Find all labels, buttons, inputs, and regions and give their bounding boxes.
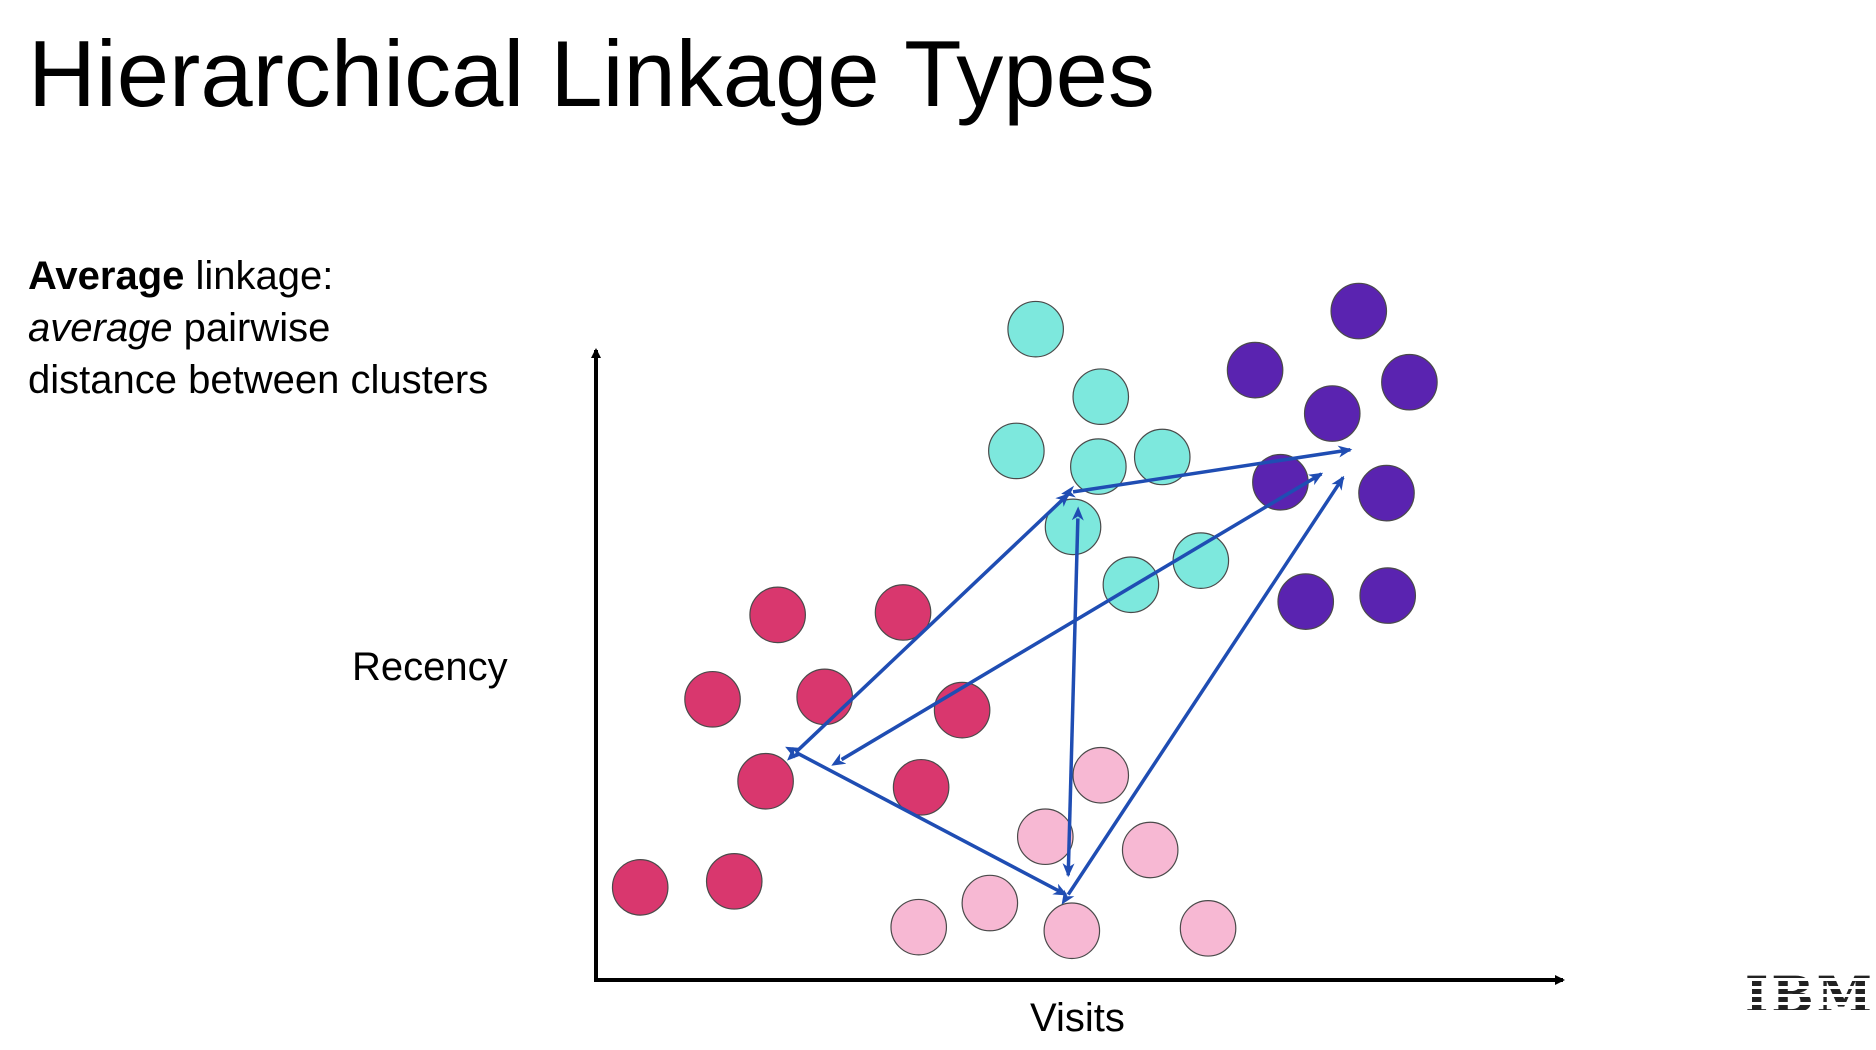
cluster-purple-point — [1359, 567, 1417, 624]
cluster-red-point — [684, 670, 741, 728]
description-italic-term: average — [28, 306, 173, 350]
linkage-arrow — [787, 492, 1070, 761]
linkage-description: Average linkage: average pairwise distan… — [28, 250, 488, 406]
cluster-pink-point — [1179, 900, 1237, 957]
cluster-red-point — [611, 859, 669, 916]
cluster-pink-point — [890, 898, 948, 956]
cluster-cyan-point — [1102, 556, 1160, 614]
cluster-red-point — [933, 681, 991, 739]
cluster-pink-point — [1043, 902, 1101, 960]
description-line-3: distance between clusters — [28, 358, 489, 402]
cluster-red-point — [705, 853, 763, 910]
cluster-purple-point — [1330, 282, 1388, 340]
slide-title: Hierarchical Linkage Types — [28, 21, 1155, 126]
cluster-purple-point — [1277, 573, 1335, 630]
description-line-1: Average linkage: — [28, 250, 488, 302]
cluster-pink-point — [1121, 821, 1179, 879]
cluster-cyan-point — [1007, 300, 1064, 358]
linkage-arrow — [1062, 506, 1084, 878]
description-line-1-rest: linkage: — [184, 254, 334, 298]
x-axis-label: Visits — [1030, 996, 1125, 1040]
cluster-purple-point — [1358, 464, 1415, 522]
cluster-pink-point — [961, 874, 1019, 932]
cluster-cyan-point — [1072, 368, 1130, 425]
cluster-red-point — [749, 586, 806, 644]
description-bold-term: Average — [28, 254, 185, 298]
description-line-2-rest: pairwise — [172, 306, 331, 350]
description-line-2: average pairwise — [28, 302, 488, 354]
cluster-red-point — [737, 752, 794, 810]
y-axis-label: Recency — [352, 645, 508, 689]
cluster-purple-point — [1303, 385, 1361, 442]
cluster-points — [611, 282, 1438, 960]
cluster-red-point — [796, 668, 853, 726]
ibm-logo: IBM — [1745, 965, 1875, 1024]
linkage-arrow — [1061, 475, 1345, 905]
cluster-purple-point — [1381, 353, 1438, 411]
cluster-purple-point — [1226, 341, 1284, 399]
cluster-pink-point — [1016, 808, 1074, 866]
linkage-arrow — [1061, 445, 1353, 498]
cluster-cyan-point — [988, 422, 1045, 480]
linkage-arrow — [785, 746, 1068, 897]
cluster-cyan-point — [1172, 532, 1230, 589]
linkage-arrows — [785, 445, 1353, 905]
cluster-pink-point — [1072, 746, 1130, 804]
